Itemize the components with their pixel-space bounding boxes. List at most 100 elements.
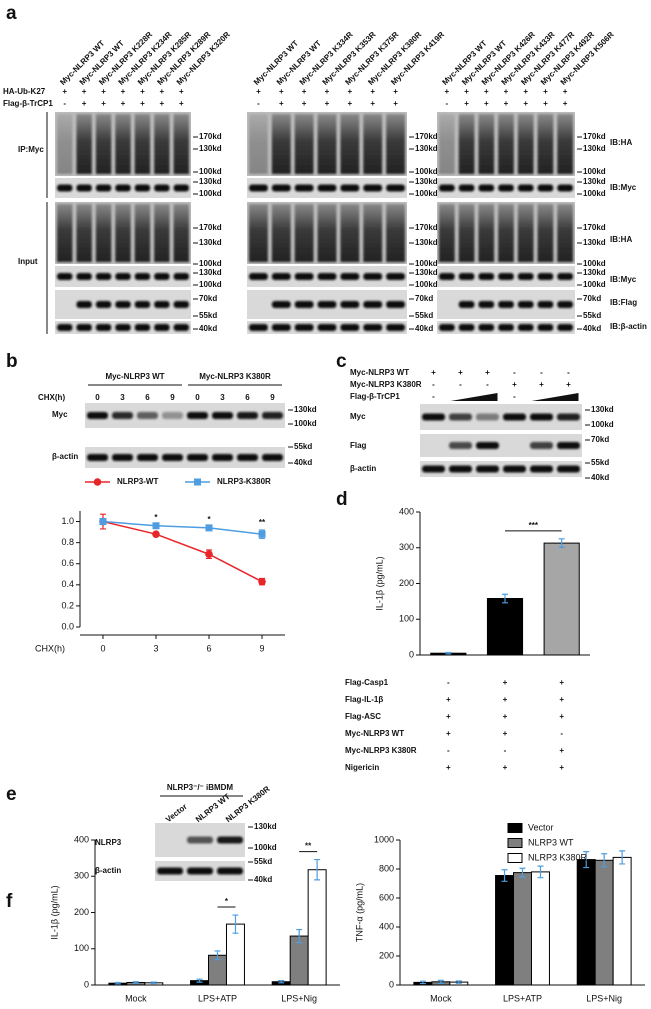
row-label: Flag-β-TrCP1	[3, 99, 53, 108]
x-tick-label: 0	[100, 643, 105, 653]
sign: +	[121, 99, 126, 108]
marker-label: 130kd	[415, 144, 438, 153]
blot-band	[157, 867, 183, 875]
blot-band	[363, 301, 383, 308]
side-label: IP:Myc	[18, 145, 44, 154]
blot-band	[449, 413, 472, 421]
condition-label: Flag-ASC	[345, 712, 381, 721]
bar	[543, 542, 580, 656]
bar	[612, 856, 632, 986]
blot-band	[271, 301, 291, 308]
blot-band	[87, 412, 108, 419]
blot-smear	[294, 114, 314, 174]
marker-label: 40kd	[294, 458, 312, 467]
blot-band	[115, 324, 131, 331]
y-tick-label: 0.0	[61, 621, 74, 631]
blot-band	[517, 301, 534, 308]
blot-smear	[557, 204, 573, 262]
blot-band	[187, 867, 213, 875]
y-tick-label: 0.6	[61, 558, 74, 568]
blot-band	[115, 184, 131, 192]
condition-label: Nigericin	[345, 763, 379, 772]
panel-letter: e	[6, 784, 17, 805]
blot-band	[517, 273, 534, 280]
blot-smear	[498, 204, 514, 262]
marker-label: 130kd	[583, 177, 606, 186]
sign: -	[63, 99, 66, 108]
blot-smear	[439, 204, 455, 262]
sign: +	[348, 87, 353, 96]
sign: +	[179, 87, 184, 96]
blot-band	[95, 273, 112, 280]
blot-band	[478, 301, 495, 308]
error-bar	[132, 981, 139, 984]
error-bar	[502, 593, 508, 604]
time: 9	[170, 393, 175, 402]
legend-label: NLRP3-K380R	[217, 477, 271, 486]
blot-band	[530, 413, 553, 421]
blot-strip	[420, 461, 582, 477]
blot-smear	[537, 114, 554, 174]
marker-label: 130kd	[294, 405, 317, 414]
blot-band	[557, 442, 580, 449]
error-bar	[501, 869, 508, 882]
blot-smear	[363, 114, 383, 174]
sign: -	[447, 746, 450, 755]
marker-label: 55kd	[415, 311, 433, 320]
blot-smear	[173, 204, 189, 262]
blot-smear	[249, 114, 268, 174]
x-tick-label: 9	[260, 643, 265, 653]
sign: -	[446, 99, 449, 108]
bar	[594, 859, 614, 986]
bar	[307, 869, 327, 986]
blot-band	[340, 301, 360, 308]
blot-band	[95, 184, 112, 192]
marker-label: 130kd	[415, 268, 438, 277]
blot-band	[294, 184, 314, 192]
sign: +	[302, 99, 307, 108]
sign: +	[325, 99, 330, 108]
sign: +	[256, 87, 261, 96]
blot-smear	[517, 114, 534, 174]
marker-label: 130kd	[583, 238, 606, 247]
sign: +	[302, 87, 307, 96]
blot-band	[294, 301, 314, 308]
sign: +	[121, 87, 126, 96]
sign: +	[446, 729, 451, 738]
blot-band	[76, 301, 92, 308]
error-bar	[419, 980, 426, 985]
blot-band	[217, 836, 243, 844]
time: 3	[120, 393, 125, 402]
blot-band	[57, 184, 73, 192]
bar	[513, 872, 532, 986]
marker-label: 70kd	[591, 435, 609, 444]
sign: +	[140, 99, 145, 108]
error-bar	[296, 928, 303, 944]
marker-label: 100kd	[415, 259, 438, 268]
blot-band	[249, 184, 268, 192]
sign: +	[539, 380, 544, 389]
blot-band	[386, 324, 405, 331]
blot-smear	[317, 204, 337, 262]
marker-label: 130kd	[199, 268, 222, 277]
panel-letter: a	[6, 3, 17, 24]
blot-band	[340, 184, 360, 192]
bar	[486, 598, 524, 656]
blot-band	[134, 184, 151, 192]
marker-label: 130kd	[591, 405, 614, 414]
blot-smear	[57, 114, 73, 174]
sign: +	[464, 87, 469, 96]
significance: *	[207, 515, 211, 524]
sign: +	[464, 99, 469, 108]
blot-band	[173, 324, 189, 331]
significance: *	[154, 513, 158, 522]
blot-smear	[154, 114, 170, 174]
sign: +	[279, 87, 284, 96]
ib-label: IB:HA	[610, 138, 632, 147]
y-axis-label: IL-1β (pg/mL)	[374, 556, 384, 610]
marker-label: 70kd	[583, 294, 601, 303]
sign: +	[348, 99, 353, 108]
blot-smear	[271, 114, 291, 174]
bar	[576, 859, 596, 986]
